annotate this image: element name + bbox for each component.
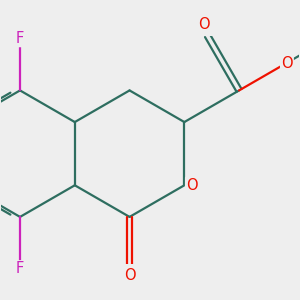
Text: O: O (124, 268, 135, 283)
Text: O: O (281, 56, 293, 71)
Text: O: O (186, 178, 198, 193)
Text: F: F (16, 261, 24, 276)
Text: F: F (16, 31, 24, 46)
Text: O: O (199, 17, 210, 32)
